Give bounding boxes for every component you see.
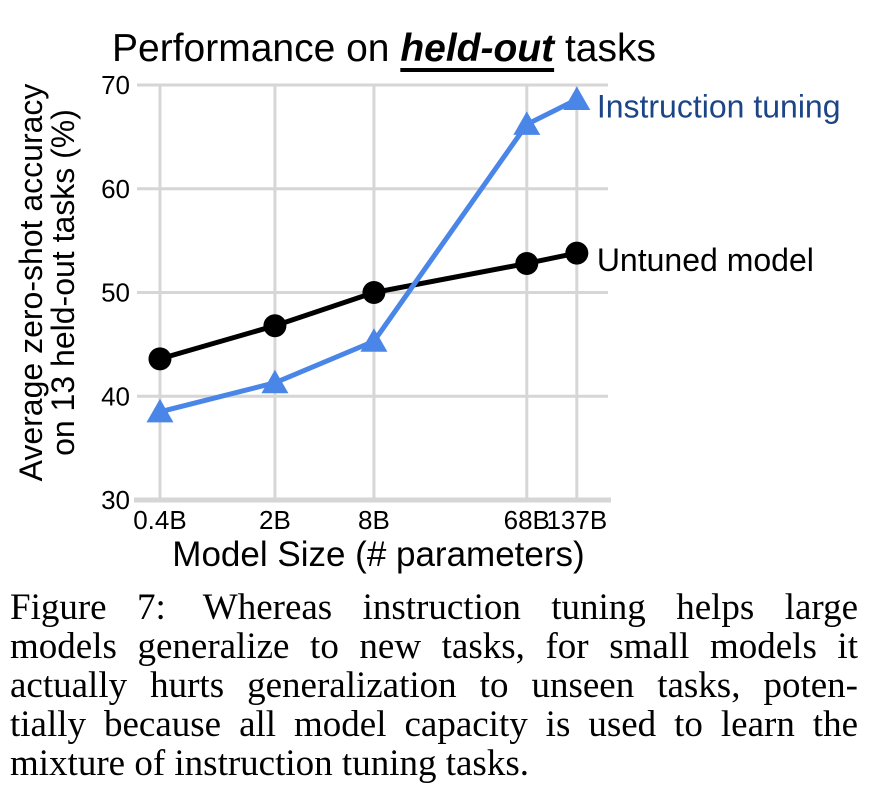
- data-point-triangle: [563, 86, 591, 111]
- series-line-triangle: [159, 97, 578, 415]
- caption-line: actually hurts generalization to unseen …: [10, 665, 858, 706]
- caption-line: Figure 7: Whereas instruction tuning hel…: [10, 587, 858, 628]
- data-point-triangle: [360, 328, 388, 352]
- y-tick-label: 70: [101, 70, 130, 100]
- x-axis-title: Model Size (# parameters): [172, 535, 584, 574]
- x-tick-label: 2B: [259, 505, 291, 535]
- y-tick-label: 30: [101, 485, 130, 515]
- data-point-triangle: [146, 398, 174, 423]
- y-axis-title-line: on 13 held-out tasks (%): [45, 109, 81, 456]
- figure-caption: Figure 7: Whereas instruction tuning hel…: [10, 588, 858, 783]
- y-tick-label: 60: [101, 174, 130, 204]
- caption-line: tially because all model capacity is use…: [10, 704, 858, 745]
- caption-line: mixture of instruction tuning tasks.: [10, 743, 529, 784]
- chart-title: Performance on held-out tasks: [112, 27, 656, 71]
- series-label: Untuned model: [597, 242, 814, 278]
- y-tick-label: 40: [101, 381, 130, 411]
- y-axis-title-line: Average zero-shot accuracy: [13, 84, 49, 482]
- y-tick-label: 50: [101, 278, 130, 308]
- data-point-triangle: [261, 369, 289, 394]
- x-tick-label: 68B: [504, 505, 550, 535]
- data-point-circle: [263, 314, 287, 338]
- caption-line: models generalize to new tasks, for smal…: [10, 626, 858, 667]
- chart-title-suffix: tasks: [554, 27, 656, 70]
- series-label: Instruction tuning: [597, 89, 841, 125]
- x-tick-label: 137B: [546, 505, 607, 535]
- data-point-circle: [515, 251, 539, 275]
- x-tick-label: 8B: [358, 505, 390, 535]
- x-tick-label: 0.4B: [133, 505, 187, 535]
- chart-title-prefix: Performance on: [112, 27, 401, 70]
- data-point-circle: [565, 241, 589, 265]
- data-point-triangle: [513, 111, 541, 135]
- data-point-circle: [362, 281, 386, 304]
- data-point-circle: [148, 347, 172, 371]
- chart-title-emphasis: held-out: [400, 27, 555, 70]
